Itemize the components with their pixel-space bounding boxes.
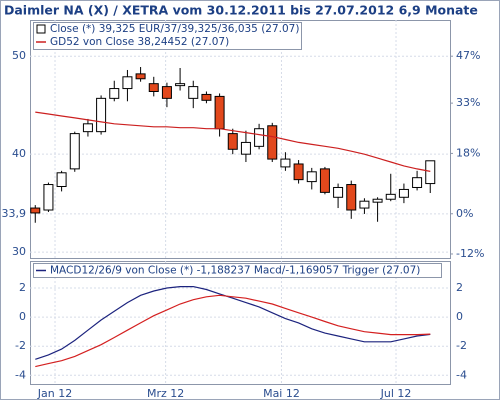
candle-body: [254, 128, 265, 147]
candle-body: [148, 83, 159, 92]
candle-body: [398, 188, 409, 198]
legends: Close (*) 39,325 EUR/37/39,325/36,035 (2…: [33, 22, 442, 278]
candle-body: [385, 193, 396, 200]
legend-box: [33, 22, 302, 50]
candle-body: [319, 168, 330, 193]
x-tick-label: Jan 12: [37, 387, 72, 400]
legend-label: GD52 von Close 38,24452 (27.07): [50, 36, 229, 48]
y2-tick-label: 33%: [456, 96, 480, 109]
candle-body: [69, 133, 80, 170]
macd-panel: [30, 261, 451, 385]
y2-tick-label: 2: [456, 281, 463, 294]
y-tick-label: 30: [12, 245, 26, 258]
line: [35, 286, 431, 360]
candle-body: [175, 83, 186, 87]
candle-body: [425, 160, 436, 185]
candle-body: [359, 200, 370, 209]
y-tick-label: 40: [12, 147, 26, 160]
chart-title: Daimler NA (X) / XETRA vom 30.12.2011 bi…: [4, 3, 478, 18]
y-tick-label: -4: [15, 368, 26, 381]
candle-body: [293, 163, 304, 181]
x-tick-label: Mrz 12: [147, 387, 184, 400]
legend-label: MACD12/26/9 von Close (*) -1,188237 Macd…: [50, 265, 420, 277]
line: [35, 294, 431, 368]
candle-body: [188, 86, 199, 99]
candle-body: [240, 141, 251, 155]
x-tick-label: Jul 12: [380, 387, 412, 400]
price-panel: [30, 20, 451, 259]
candle-body: [372, 198, 383, 203]
candle-body: [412, 177, 423, 188]
candle-body: [267, 125, 278, 160]
line: [35, 111, 431, 172]
candle-body: [346, 184, 357, 211]
candle-body: [227, 133, 238, 150]
candle-body: [96, 97, 107, 133]
plots: Jan 12 Mrz 12 Mai 12 Jul 12 30 33,9 40 50 -12% 0%…: [2, 20, 484, 400]
y-tick-label: -2: [15, 339, 26, 352]
candle-body: [122, 76, 133, 90]
y2-tick-label: 47%: [456, 49, 480, 62]
candle-body: [333, 186, 344, 198]
x-tick-label: Mai 12: [263, 387, 300, 400]
candle-body: [82, 123, 93, 133]
y-tick-label: 2: [19, 281, 26, 294]
y2-tick-label: 0%: [456, 207, 473, 220]
y2-tick-label: -12%: [456, 247, 484, 260]
legend-box: [33, 263, 442, 278]
y2-tick-label: -2: [456, 339, 467, 352]
candle-body: [109, 88, 120, 99]
candle-body: [56, 172, 67, 188]
candle-body: [280, 158, 291, 168]
y-tick-label: 50: [12, 49, 26, 62]
legend-label: Close (*) 39,325 EUR/37/39,325/36,035 (2…: [50, 23, 299, 35]
y2-tick-label: 0: [456, 310, 463, 323]
candle-body: [135, 73, 146, 80]
candle-body: [214, 95, 225, 130]
y2-tick-label: 18%: [456, 146, 480, 159]
candle-body: [43, 184, 54, 211]
y-tick-label: 0: [19, 310, 26, 323]
candle-body: [161, 86, 172, 99]
y2-tick-label: -4: [456, 368, 467, 381]
y-tick-label: 33,9: [2, 207, 27, 220]
legend-swatch: [36, 24, 46, 34]
candle-body: [30, 207, 41, 214]
candle-body: [201, 93, 212, 101]
candle-body: [306, 171, 317, 183]
